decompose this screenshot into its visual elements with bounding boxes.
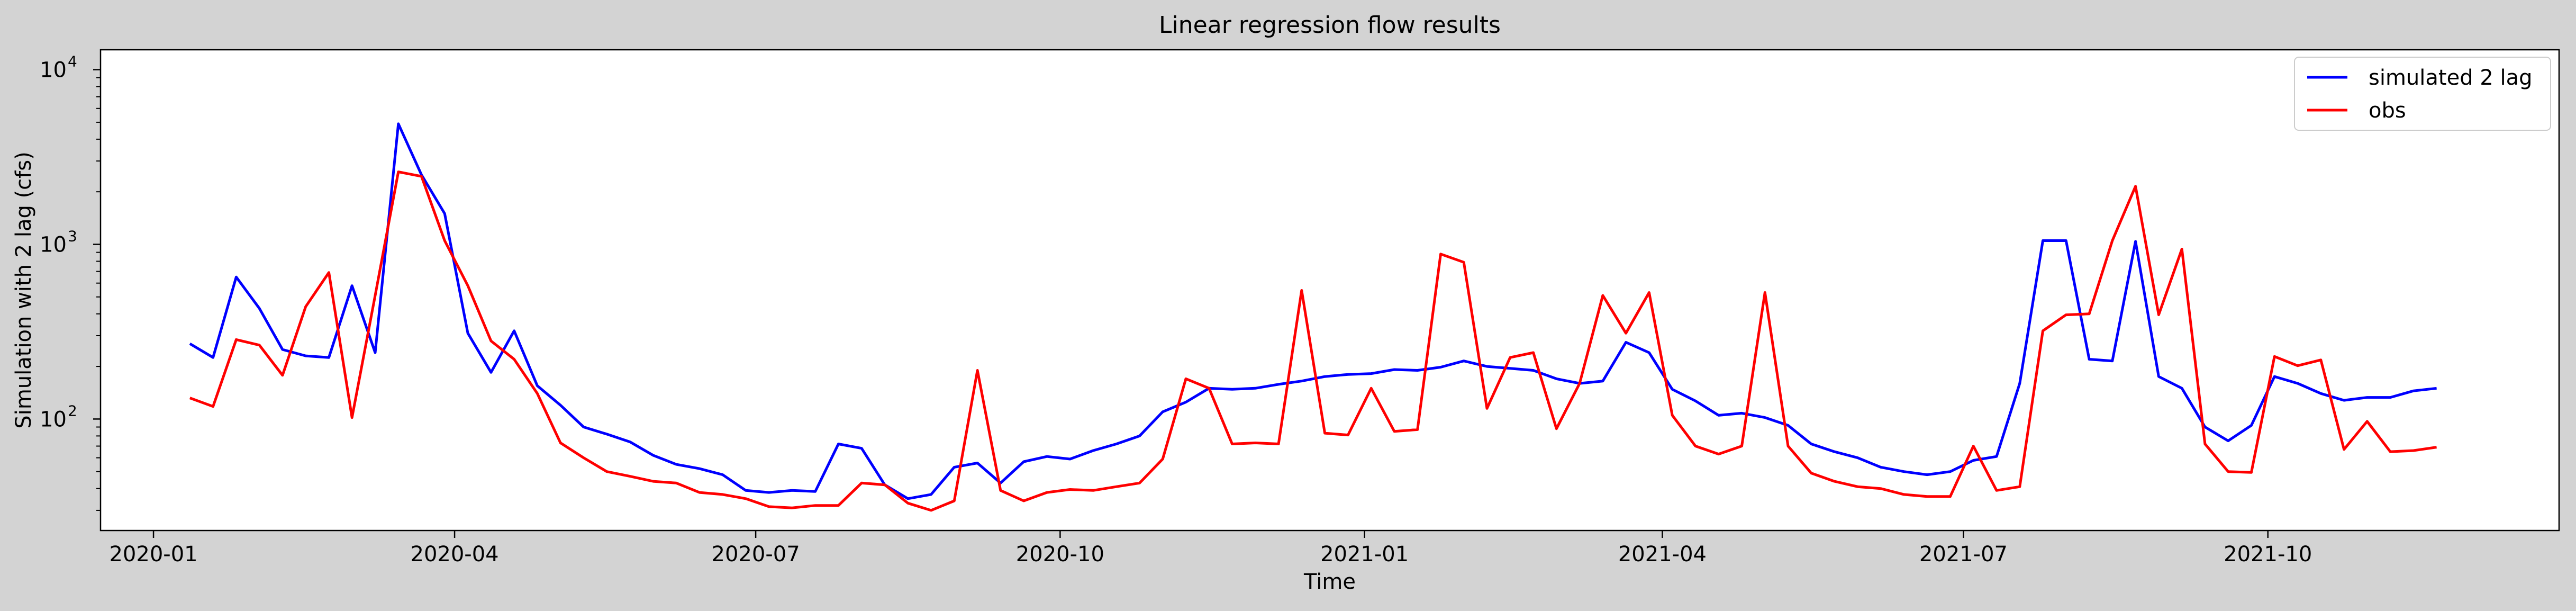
plot-area xyxy=(101,50,2559,531)
x-tick-label-5: 2021-04 xyxy=(1618,542,1707,567)
x-axis: 2020-01 2020-04 2020-07 2020-10 2021-01 2021-… xyxy=(109,531,2312,567)
y-tick-exponent-2: 4 xyxy=(68,53,77,70)
x-tick-label-1: 2020-04 xyxy=(411,542,499,567)
legend-label-simulated: simulated 2 lag xyxy=(2369,66,2532,90)
x-tick-label-7: 2021-10 xyxy=(2224,542,2312,567)
x-tick-label-3: 2020-10 xyxy=(1016,542,1104,567)
series-layer xyxy=(189,122,2437,512)
x-tick-label-6: 2021-07 xyxy=(1919,542,2008,567)
y-tick-exponent-0: 2 xyxy=(68,402,77,419)
y-axis-label: Simulation with 2 lag (cfs) xyxy=(12,151,36,428)
x-tick-label-0: 2020-01 xyxy=(109,542,197,567)
x-tick-label-4: 2021-01 xyxy=(1320,542,1409,567)
y-tick-label-2: 10 xyxy=(40,58,67,83)
x-axis-label: Time xyxy=(1303,570,1356,594)
x-tick-label-2: 2020-07 xyxy=(712,542,800,567)
legend-label-obs: obs xyxy=(2369,98,2406,123)
legend: simulated 2 lag obs xyxy=(2294,57,2551,131)
legend-box xyxy=(2294,57,2551,131)
chart-title: Linear regression flow results xyxy=(1159,12,1501,39)
series-line-1 xyxy=(189,170,2437,512)
y-tick-exponent-1: 3 xyxy=(68,228,77,245)
y-tick-label-0: 10 xyxy=(40,407,67,432)
series-line-0 xyxy=(189,122,2437,500)
plot-frame xyxy=(99,49,2560,532)
y-tick-label-1: 10 xyxy=(40,233,67,257)
